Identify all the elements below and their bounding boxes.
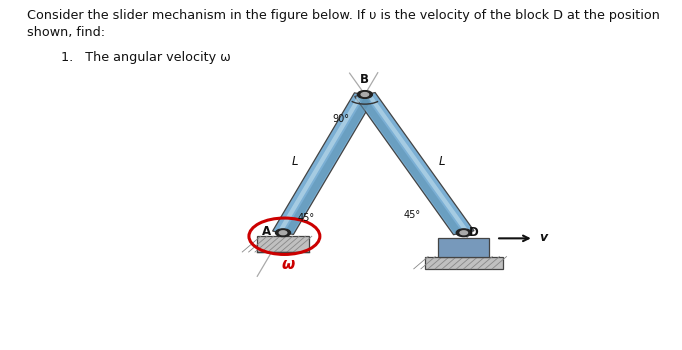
Polygon shape (284, 94, 374, 234)
Text: Consider the slider mechanism in the figure below. If υ is the velocity of the b: Consider the slider mechanism in the fig… (27, 9, 660, 22)
Polygon shape (355, 92, 474, 235)
Text: A: A (262, 225, 271, 238)
Circle shape (276, 229, 291, 237)
Text: 1.   The angular velocity ω: 1. The angular velocity ω (61, 51, 231, 64)
Text: L: L (292, 155, 299, 168)
Text: 45°: 45° (404, 210, 421, 220)
Text: v: v (539, 231, 547, 244)
Circle shape (280, 231, 286, 234)
Polygon shape (278, 93, 364, 233)
Text: L: L (439, 155, 445, 168)
Polygon shape (273, 93, 375, 234)
Bar (439, 238, 490, 257)
Polygon shape (356, 95, 462, 234)
Text: 45°: 45° (298, 213, 315, 223)
Bar (424, 257, 503, 269)
Text: shown, find:: shown, find: (27, 26, 106, 39)
Polygon shape (366, 93, 469, 232)
Text: ω: ω (282, 257, 295, 272)
Circle shape (460, 231, 468, 234)
Circle shape (357, 91, 372, 98)
Bar (258, 236, 308, 252)
Circle shape (456, 229, 471, 237)
Text: 90°: 90° (332, 114, 349, 124)
Text: B: B (360, 73, 370, 86)
Text: D: D (469, 226, 479, 239)
Circle shape (361, 92, 368, 97)
